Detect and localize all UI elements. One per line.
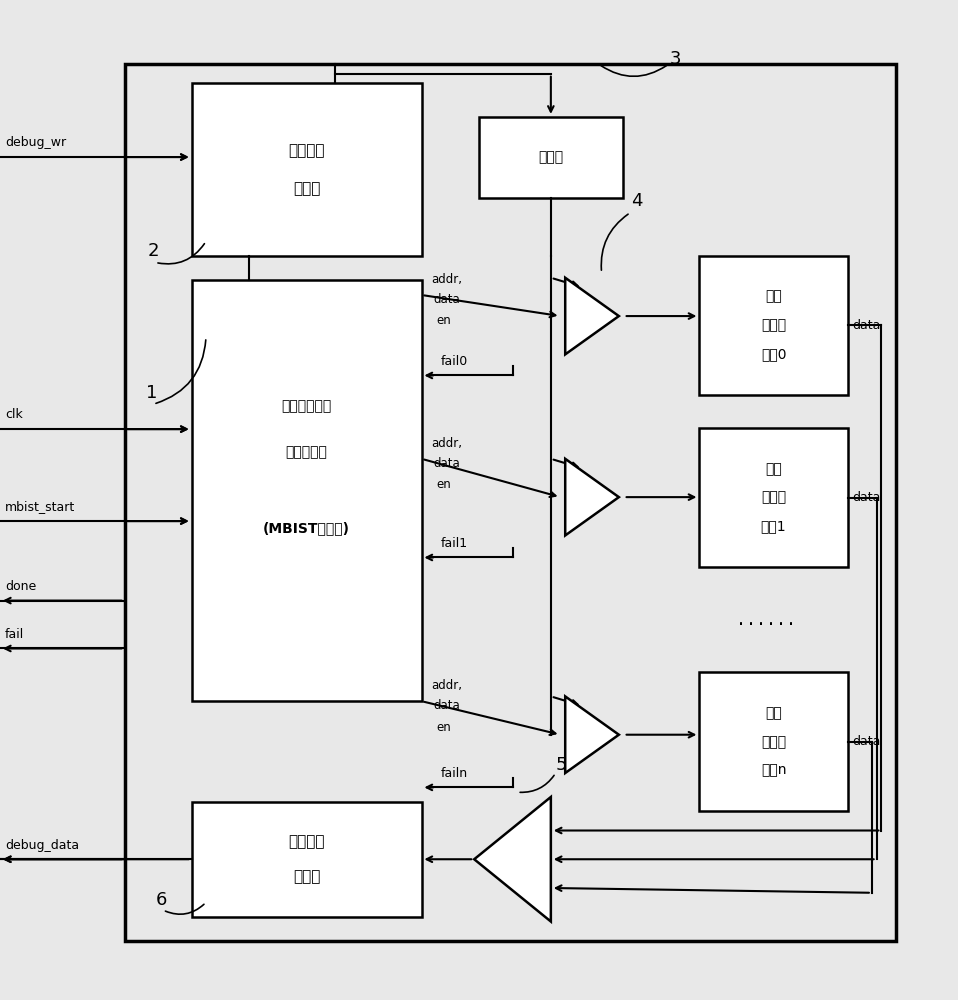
Text: 片上: 片上 (765, 462, 782, 476)
FancyBboxPatch shape (699, 256, 848, 395)
Text: 存储器: 存储器 (761, 318, 787, 332)
Text: 2: 2 (148, 242, 159, 260)
FancyBboxPatch shape (699, 428, 848, 567)
Text: 3: 3 (670, 50, 681, 68)
Text: data: data (433, 699, 460, 712)
Text: 译码器: 译码器 (538, 151, 563, 165)
Text: 调试数据: 调试数据 (288, 835, 325, 850)
Text: data: data (853, 319, 881, 332)
Polygon shape (565, 459, 619, 535)
Text: data: data (853, 735, 881, 748)
Text: 存储器: 存储器 (761, 491, 787, 505)
Polygon shape (565, 696, 619, 773)
Text: data: data (433, 457, 460, 470)
Text: addr,: addr, (431, 273, 462, 286)
Text: 阵列n: 阵列n (761, 764, 787, 778)
Text: fail0: fail0 (441, 355, 468, 368)
Text: failn: failn (441, 767, 468, 780)
Text: addr,: addr, (431, 437, 462, 450)
Text: en: en (437, 721, 451, 734)
Text: data: data (853, 491, 881, 504)
Text: (MBIST控制器): (MBIST控制器) (263, 521, 350, 535)
Text: 阵列0: 阵列0 (761, 347, 787, 361)
Text: 存储器内建自: 存储器内建自 (282, 399, 331, 413)
FancyBboxPatch shape (699, 672, 848, 811)
Text: debug_wr: debug_wr (5, 136, 66, 149)
Text: 存储器: 存储器 (761, 735, 787, 749)
Text: data: data (433, 293, 460, 306)
Text: 测试控制器: 测试控制器 (285, 445, 328, 459)
Text: clk: clk (5, 408, 23, 421)
Text: 寄存器: 寄存器 (293, 181, 320, 196)
FancyBboxPatch shape (192, 280, 422, 701)
Text: debug_data: debug_data (5, 839, 79, 852)
Polygon shape (474, 797, 551, 922)
Text: fail: fail (5, 628, 24, 641)
Text: fail1: fail1 (441, 537, 468, 550)
Text: 6: 6 (155, 891, 167, 909)
FancyBboxPatch shape (192, 83, 422, 256)
Text: 片上: 片上 (765, 706, 782, 720)
Text: 1: 1 (146, 384, 157, 402)
FancyBboxPatch shape (192, 802, 422, 917)
Polygon shape (565, 278, 619, 354)
Text: 调试控制: 调试控制 (288, 143, 325, 158)
Text: ......: ...... (737, 611, 796, 629)
FancyBboxPatch shape (479, 117, 623, 198)
Text: done: done (5, 580, 36, 593)
Text: 4: 4 (631, 192, 643, 210)
Text: addr,: addr, (431, 679, 462, 692)
Text: 寄存器: 寄存器 (293, 869, 320, 884)
FancyBboxPatch shape (125, 64, 896, 941)
Text: mbist_start: mbist_start (5, 500, 75, 513)
Text: en: en (437, 478, 451, 491)
Text: 阵列1: 阵列1 (761, 519, 787, 533)
Text: 5: 5 (556, 756, 567, 774)
Text: en: en (437, 314, 451, 327)
Text: 片上: 片上 (765, 289, 782, 303)
